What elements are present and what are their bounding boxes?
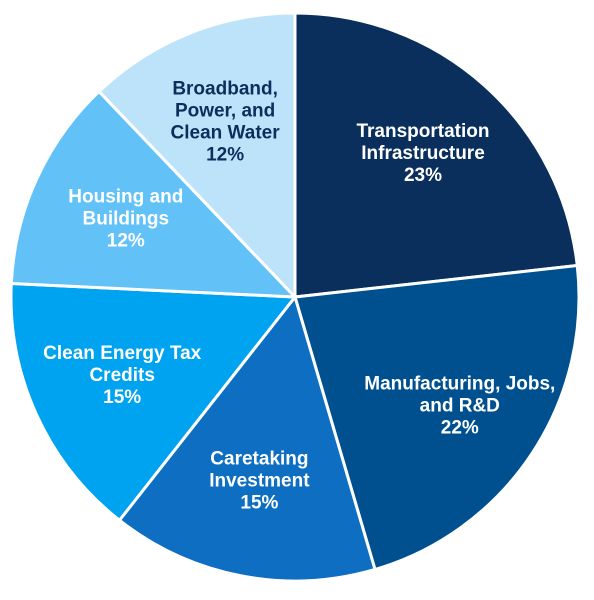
slice-label: Manufacturing, Jobs, and R&D 22%: [364, 374, 555, 439]
slice-percent-label: 23%: [404, 165, 442, 186]
slice-category-label: Power, and: [175, 101, 275, 122]
slice-percent-label: 12%: [107, 231, 145, 252]
slice-label: Transportation Infrastructure 23%: [356, 121, 489, 186]
slice-label: Housing and Buildings 12%: [68, 187, 183, 252]
slice-label: Clean Energy Tax Credits 15%: [43, 343, 201, 408]
slice-percent-label: 15%: [103, 387, 141, 408]
slice-percent-label: 12%: [206, 145, 244, 166]
slice-category-label: Transportation: [356, 121, 489, 142]
slice-category-label: Infrastructure: [361, 143, 485, 164]
pie-slice: [9, 89, 297, 299]
pie-slice: [9, 281, 297, 522]
slice-category-label: Housing and: [68, 187, 183, 208]
pie-slice: [293, 264, 581, 571]
slice-category-label: Credits: [89, 365, 154, 386]
slice-category-label: and R&D: [420, 396, 500, 417]
slice-percent-label: 22%: [441, 418, 479, 439]
slice-category-label: Investment: [209, 471, 310, 492]
slice-category-label: Broadband,: [172, 79, 278, 100]
slice-category-label: Caretaking: [210, 449, 308, 470]
pie-slice: [97, 11, 297, 299]
slice-category-label: Clean Energy Tax: [43, 343, 201, 364]
slice-category-label: Clean Water: [171, 123, 281, 144]
slice-category-label: Manufacturing, Jobs,: [364, 374, 555, 395]
slice-percent-label: 15%: [240, 493, 278, 514]
slice-label: Broadband, Power, and Clean Water 12%: [171, 79, 281, 166]
slice-label: Caretaking Investment 15%: [209, 449, 310, 514]
pie-slice: [117, 295, 377, 583]
slice-category-label: Buildings: [83, 209, 170, 230]
pie-slice: [293, 11, 579, 299]
